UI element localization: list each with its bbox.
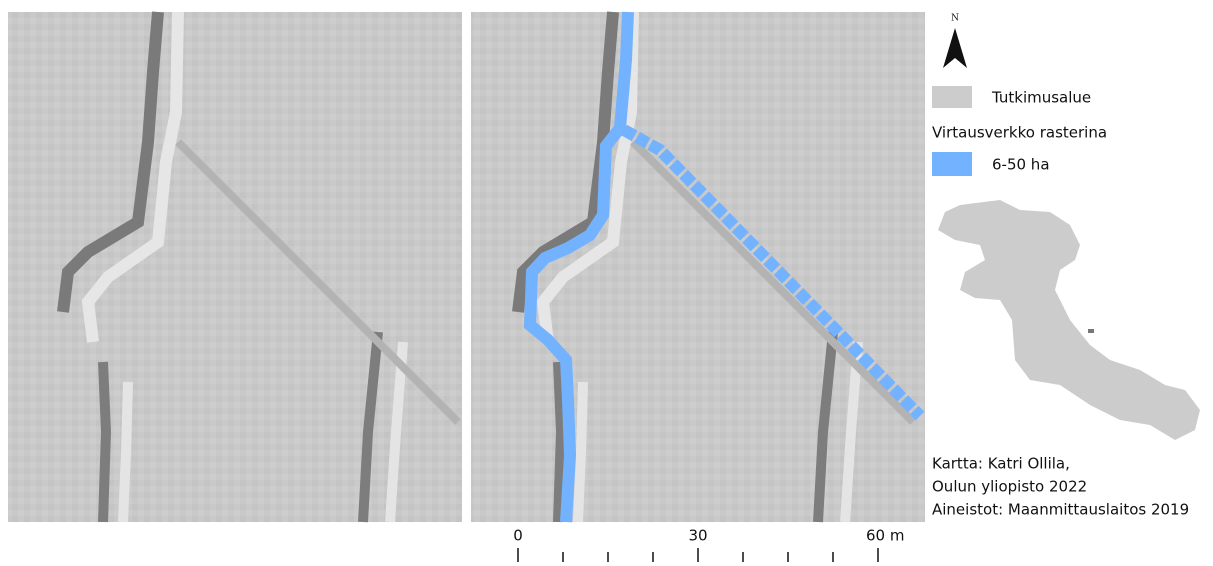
north-arrow xyxy=(943,28,967,68)
legend-swatch xyxy=(932,86,972,108)
scale-label: 60 m xyxy=(866,527,904,545)
scale-label: 30 xyxy=(688,527,707,545)
legend-label: Tutkimusalue xyxy=(991,89,1091,107)
overview-location xyxy=(1088,329,1094,333)
flow-network xyxy=(523,11,634,523)
right-map xyxy=(471,12,925,522)
credit: Kartta: Katri Ollila, xyxy=(932,455,1070,473)
legend-title: Virtausverkko rasterina xyxy=(932,124,1107,142)
scale-label: 0 xyxy=(513,527,523,545)
north-label: N xyxy=(951,14,959,24)
overview-map xyxy=(938,200,1200,440)
legend-label: 6-50 ha xyxy=(992,156,1050,174)
credit: Oulun yliopisto 2022 xyxy=(932,478,1087,496)
legend-swatch xyxy=(932,152,972,176)
flow-network xyxy=(621,124,925,421)
left-map xyxy=(8,12,462,522)
credit: Aineistot: Maanmittauslaitos 2019 xyxy=(932,501,1189,519)
scale-bar xyxy=(517,548,879,562)
